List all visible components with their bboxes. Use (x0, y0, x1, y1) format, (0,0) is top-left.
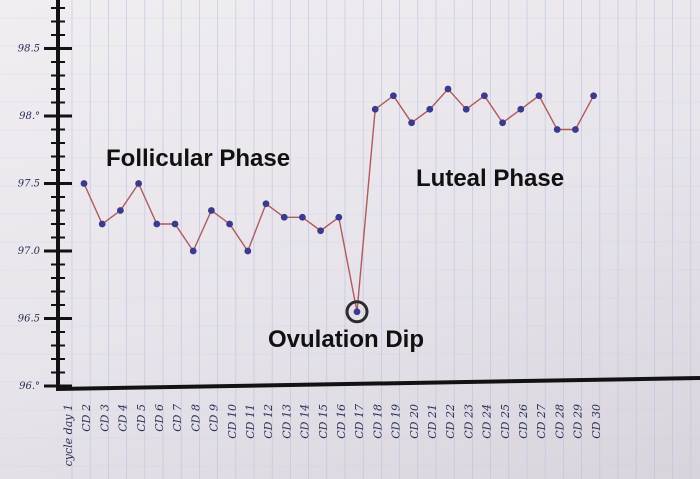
data-point (499, 119, 506, 127)
data-point (208, 207, 215, 214)
x-tick-label: CD 30 (590, 404, 603, 439)
x-tick-label: CD 15 (317, 404, 330, 439)
data-point (572, 126, 579, 133)
x-tick-label: CD 18 (371, 404, 384, 439)
follicular-phase-annotation: Follicular Phase (106, 145, 290, 172)
x-axis (55, 376, 700, 391)
data-point (517, 105, 525, 113)
x-tick-label: CD 6 (153, 404, 166, 432)
x-tick-label: CD 20 (408, 404, 421, 439)
data-point (80, 180, 88, 187)
data-point (317, 227, 324, 235)
ovulation-dip-annotation: Ovulation Dip (268, 326, 424, 353)
x-tick-label: CD 25 (499, 404, 512, 439)
x-tick-label: CD 13 (280, 404, 293, 439)
ovulation-highlight-ring (345, 300, 369, 324)
data-point (335, 213, 343, 221)
x-tick-label: CD 19 (390, 404, 403, 439)
x-tick-label: CD 29 (572, 404, 585, 439)
temperature-points (80, 85, 597, 316)
y-tick-label: 98.° (19, 111, 40, 122)
x-tick-label: CD 10 (226, 404, 239, 439)
data-point (153, 220, 161, 228)
x-tick-label: CD 17 (353, 404, 366, 439)
data-point (299, 213, 306, 221)
luteal-phase-annotation: Luteal Phase (416, 165, 564, 192)
x-tick-label: CD 12 (262, 404, 275, 439)
x-tick-label: CD 23 (462, 404, 475, 439)
data-point (408, 119, 415, 127)
x-tick-label: CD 24 (481, 404, 494, 439)
x-tick-label: CD 8 (189, 404, 202, 432)
x-axis-tick-labels: cycle day 1 CD 2 CD 3 CD 4 CD 5 CD 6 CD 7 CD 8 C… (62, 404, 603, 466)
y-tick-label: 97.0 (18, 246, 41, 257)
x-tick-label: CD 9 (208, 404, 221, 432)
data-point (371, 105, 379, 113)
data-point (226, 220, 234, 228)
data-point (280, 213, 288, 221)
x-tick-label: CD 14 (299, 404, 312, 439)
x-tick-label: CD 11 (244, 404, 257, 439)
data-point (171, 220, 179, 228)
x-tick-label: CD 5 (135, 404, 148, 432)
y-tick-label: 96.5 (18, 314, 40, 325)
x-tick-label: CD 7 (171, 404, 184, 432)
data-point (189, 247, 197, 255)
x-tick-label: CD 3 (98, 404, 111, 432)
data-point (244, 247, 252, 255)
y-tick-label: 96.° (19, 381, 40, 392)
data-point (390, 92, 397, 100)
data-point (590, 92, 597, 100)
x-tick-label: CD 2 (80, 404, 93, 432)
x-tick-label: CD 22 (444, 404, 457, 439)
x-tick-label: CD 27 (535, 404, 548, 439)
data-point (535, 92, 543, 100)
data-point (462, 105, 470, 113)
x-tick-label: CD 4 (117, 404, 130, 432)
data-point (444, 85, 452, 93)
data-point (98, 220, 106, 228)
data-point (262, 200, 270, 208)
x-tick-label: CD 16 (335, 404, 348, 439)
data-point (353, 308, 361, 316)
x-tick-label: CD 26 (517, 404, 530, 439)
x-tick-label: CD 28 (553, 404, 566, 439)
data-point (426, 105, 434, 113)
x-tick-label: CD 21 (426, 404, 439, 439)
x-tick-label: cycle day 1 (62, 404, 75, 466)
y-axis-ticks: 96.° 96.5 97.0 97.5 98.° 98.5 (18, 44, 72, 392)
data-point (117, 207, 124, 214)
y-tick-label: 98.5 (18, 44, 40, 55)
data-point (481, 92, 488, 100)
temperature-line (83, 87, 595, 312)
y-tick-label: 97.5 (18, 179, 40, 190)
data-point (553, 126, 561, 133)
data-point (135, 180, 143, 187)
